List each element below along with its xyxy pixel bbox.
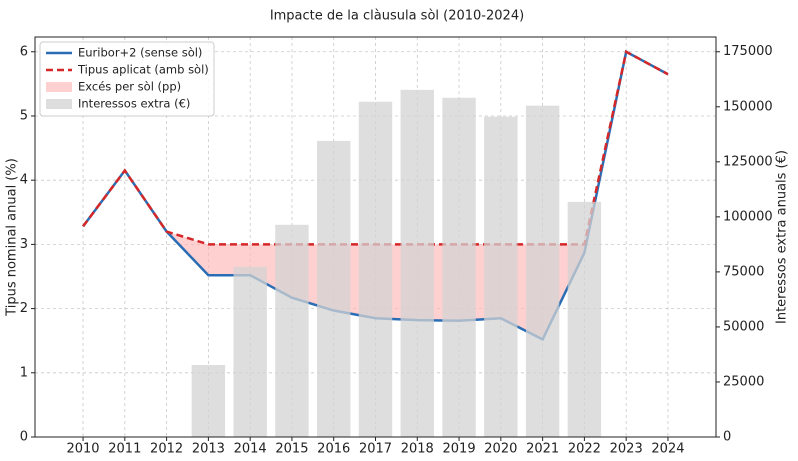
y-tick-label: 3 xyxy=(20,237,28,252)
x-tick-label: 2013 xyxy=(192,442,225,457)
y2-tick-label: 50000 xyxy=(723,319,764,334)
y2-tick-label: 0 xyxy=(723,430,731,445)
x-tick-label: 2019 xyxy=(443,442,476,457)
x-tick-label: 2016 xyxy=(317,442,350,457)
legend: Euribor+2 (sense sòl) Tipus aplicat (amb … xyxy=(39,41,215,117)
bar xyxy=(191,365,226,437)
y2-tick-label: 175000 xyxy=(723,44,773,59)
bar xyxy=(275,224,309,437)
bar xyxy=(525,105,560,438)
y-tick-label: 5 xyxy=(20,108,28,123)
bar xyxy=(484,116,518,437)
bar xyxy=(233,266,267,437)
plot-frame xyxy=(34,36,717,438)
y-tick-label: 0 xyxy=(20,430,28,445)
bar xyxy=(442,97,476,437)
y2-tick-label: 100000 xyxy=(723,209,773,224)
legend-label: Excés per sòl (pp) xyxy=(78,80,181,94)
y2-axis-label: Interessos extra anuals (€) xyxy=(775,150,790,324)
legend-swatch xyxy=(46,99,72,109)
legend-label: Interessos extra (€) xyxy=(78,97,190,111)
bar xyxy=(400,89,434,437)
x-tick-label: 2012 xyxy=(150,442,183,457)
legend-label: Tipus aplicat (amb sòl) xyxy=(77,63,209,77)
y-tick-label: 4 xyxy=(20,173,28,188)
chart-title: Impacte de la clàusula sòl (2010-2024) xyxy=(270,9,524,24)
excess-area xyxy=(83,51,668,340)
x-tick-label: 2015 xyxy=(275,442,308,457)
y-tick-label: 2 xyxy=(20,301,28,316)
y-tick-label: 1 xyxy=(20,365,28,380)
y2-tick-label: 75000 xyxy=(723,264,764,279)
x-tick-label: 2018 xyxy=(401,442,434,457)
legend-box xyxy=(39,41,215,117)
y2-tick-label: 25000 xyxy=(723,374,764,389)
x-tick-label: 2022 xyxy=(568,442,601,457)
y-tick-label: 6 xyxy=(20,44,28,59)
y2-tick-label: 150000 xyxy=(723,99,773,114)
x-tick-label: 2010 xyxy=(66,442,99,457)
legend-swatch xyxy=(46,82,72,92)
x-tick-label: 2017 xyxy=(359,442,392,457)
x-tick-label: 2023 xyxy=(610,442,643,457)
x-tick-label: 2014 xyxy=(234,442,267,457)
x-tick-label: 2024 xyxy=(651,442,684,457)
legend-label: Euribor+2 (sense sòl) xyxy=(78,46,202,60)
bar xyxy=(567,201,602,437)
x-tick-label: 2021 xyxy=(526,442,559,457)
x-tick-label: 2011 xyxy=(108,442,141,457)
y-axis-label: Tipus nominal anual (%) xyxy=(5,158,20,317)
bar xyxy=(358,101,393,437)
bar xyxy=(317,140,351,438)
y2-tick-label: 125000 xyxy=(723,154,773,169)
x-tick-label: 2020 xyxy=(484,442,517,457)
